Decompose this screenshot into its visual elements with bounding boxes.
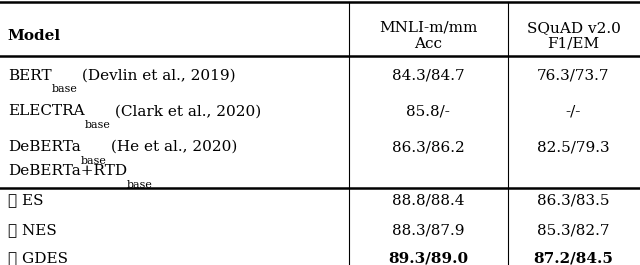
Text: SQuAD v2.0
F1/EM: SQuAD v2.0 F1/EM — [527, 21, 620, 51]
Text: base: base — [84, 120, 110, 130]
Text: 89.3/89.0: 89.3/89.0 — [388, 251, 468, 265]
Text: BERT: BERT — [8, 68, 51, 82]
Text: 88.3/87.9: 88.3/87.9 — [392, 223, 465, 237]
Text: DeBERTa: DeBERTa — [8, 140, 81, 154]
Text: base: base — [81, 156, 106, 166]
Text: 86.3/83.5: 86.3/83.5 — [537, 193, 610, 207]
Text: ③ GDES: ③ GDES — [8, 251, 68, 265]
Text: (He et al., 2020): (He et al., 2020) — [106, 140, 237, 154]
Text: 86.3/86.2: 86.3/86.2 — [392, 140, 465, 154]
Text: 82.5/79.3: 82.5/79.3 — [537, 140, 610, 154]
Text: 88.8/88.4: 88.8/88.4 — [392, 193, 465, 207]
Text: base: base — [127, 180, 153, 190]
Text: MNLI-m/mm
Acc: MNLI-m/mm Acc — [379, 21, 477, 51]
Text: ELECTRA: ELECTRA — [8, 104, 84, 118]
Text: DeBERTa+RTD: DeBERTa+RTD — [8, 164, 127, 178]
Text: (Devlin et al., 2019): (Devlin et al., 2019) — [77, 68, 236, 82]
Text: base: base — [51, 84, 77, 94]
Text: 84.3/84.7: 84.3/84.7 — [392, 68, 465, 82]
Text: 76.3/73.7: 76.3/73.7 — [537, 68, 610, 82]
Text: -/-: -/- — [566, 104, 581, 118]
Text: 87.2/84.5: 87.2/84.5 — [534, 251, 613, 265]
Text: (Clark et al., 2020): (Clark et al., 2020) — [110, 104, 261, 118]
Text: 85.3/82.7: 85.3/82.7 — [537, 223, 610, 237]
Text: ② NES: ② NES — [8, 223, 56, 237]
Text: ① ES: ① ES — [8, 193, 43, 207]
Text: Model: Model — [8, 29, 61, 43]
Text: 85.8/-: 85.8/- — [406, 104, 450, 118]
